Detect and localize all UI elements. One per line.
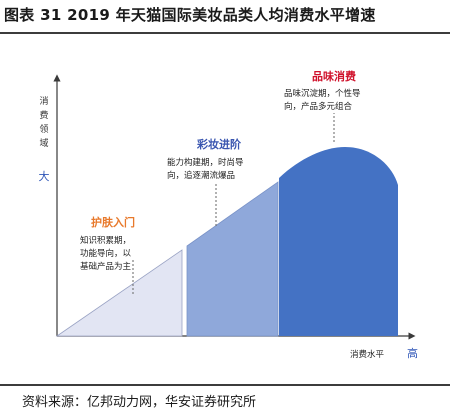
y-axis-char: 消: [39, 95, 48, 107]
y-axis-high-label: 大: [39, 169, 50, 183]
source-note: 资料来源：亿邦动力网，华安证券研究所: [22, 395, 257, 410]
stage-region-skincare: [55, 249, 183, 337]
stage-desc-line: 功能导向，以: [80, 248, 132, 259]
stage-region-makeup: [186, 181, 279, 337]
title-divider: [0, 32, 450, 34]
stage-desc-line: 能力构建期，时尚导: [167, 157, 244, 168]
stage-desc-line: 基础产品为主: [80, 261, 132, 272]
figure-title: 图表 31 2019 年天猫国际美妆品类人均消费水平增速: [4, 6, 376, 24]
stage-desc-line: 品味沉淀期，个性导: [284, 88, 361, 99]
x-axis-high-label: 高: [407, 346, 418, 360]
stage-desc-line: 知识积累期，: [80, 235, 131, 246]
y-axis-char: 费: [39, 109, 48, 121]
stage-label-makeup: 彩妆进阶 能力构建期，时尚导 向，追逐潮流爆品: [167, 137, 244, 181]
stage-title: 品味消费: [312, 69, 356, 83]
stage-desc-line: 向，产品多元组合: [284, 101, 353, 112]
stage-region-taste: [279, 147, 398, 336]
y-axis-char: 域: [39, 137, 48, 149]
y-axis-label: 消 费 领 域: [39, 95, 48, 149]
footer-divider: [0, 384, 450, 386]
stage-title: 彩妆进阶: [196, 137, 242, 151]
x-axis-label: 消费水平: [350, 349, 385, 360]
stage-desc-line: 向，追逐潮流爆品: [167, 170, 235, 181]
stage-label-skincare: 护肤入门 知识积累期， 功能导向，以 基础产品为主: [80, 215, 135, 272]
stage-label-taste: 品味消费 品味沉淀期，个性导 向，产品多元组合: [284, 69, 361, 112]
y-axis-char: 领: [39, 123, 48, 135]
stage-title: 护肤入门: [91, 215, 135, 229]
